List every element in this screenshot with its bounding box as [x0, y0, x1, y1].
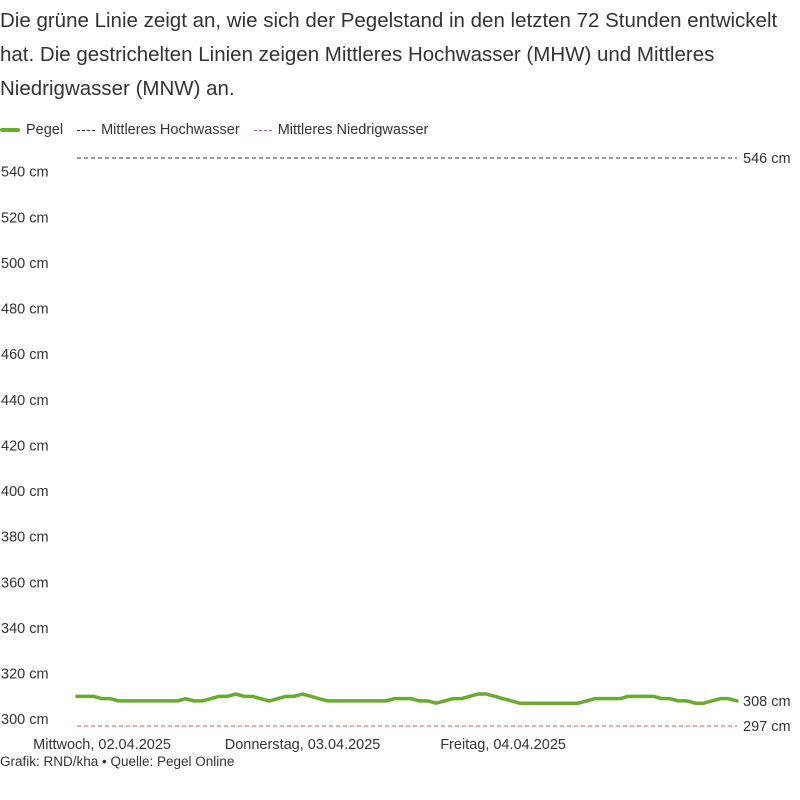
y-tick-label: 380 cm [1, 530, 49, 546]
legend-swatch-pegel [0, 128, 20, 132]
y-tick-label: 440 cm [1, 393, 49, 409]
mnw-value-label: 297 cm [743, 719, 791, 735]
y-tick-label: 500 cm [1, 256, 49, 272]
pegel-last-value-label: 308 cm [743, 694, 791, 710]
y-tick-label: 320 cm [1, 667, 49, 683]
y-tick-label: 300 cm [1, 712, 49, 728]
legend-swatch-mnw [253, 129, 272, 131]
mhw-value-label: 546 cm [743, 151, 791, 167]
legend-label-mnw: Mittleres Niedrigwasser [277, 122, 429, 138]
y-tick-label: 340 cm [1, 621, 49, 637]
legend: Pegel Mittleres Hochwasser Mittleres Nie… [0, 120, 442, 140]
y-tick-label: 400 cm [1, 484, 49, 500]
legend-label-pegel: Pegel [26, 122, 64, 138]
legend-label-mhw: Mittleres Hochwasser [101, 122, 240, 138]
legend-item-mnw: Mittleres Niedrigwasser [253, 122, 429, 138]
x-tick-label: Mittwoch, 02.04.2025 [33, 737, 171, 753]
legend-item-mhw: Mittleres Hochwasser [77, 122, 240, 138]
legend-swatch-mhw [77, 129, 96, 131]
y-tick-label: 420 cm [1, 438, 49, 454]
y-tick-label: 460 cm [1, 347, 49, 363]
y-tick-label: 540 cm [1, 165, 49, 181]
y-tick-label: 360 cm [1, 575, 49, 591]
legend-item-pegel: Pegel [0, 122, 63, 138]
y-tick-label: 480 cm [1, 302, 49, 318]
source-credit: Grafik: RND/kha • Quelle: Pegel Online [0, 754, 235, 769]
y-tick-label: 520 cm [1, 210, 49, 226]
x-tick-label: Freitag, 04.04.2025 [440, 737, 566, 753]
chart-subtitle: Die grüne Linie zeigt an, wie sich der P… [0, 9, 778, 100]
pegel-series-line [75, 692, 739, 705]
x-tick-label: Donnerstag, 03.04.2025 [225, 737, 381, 753]
